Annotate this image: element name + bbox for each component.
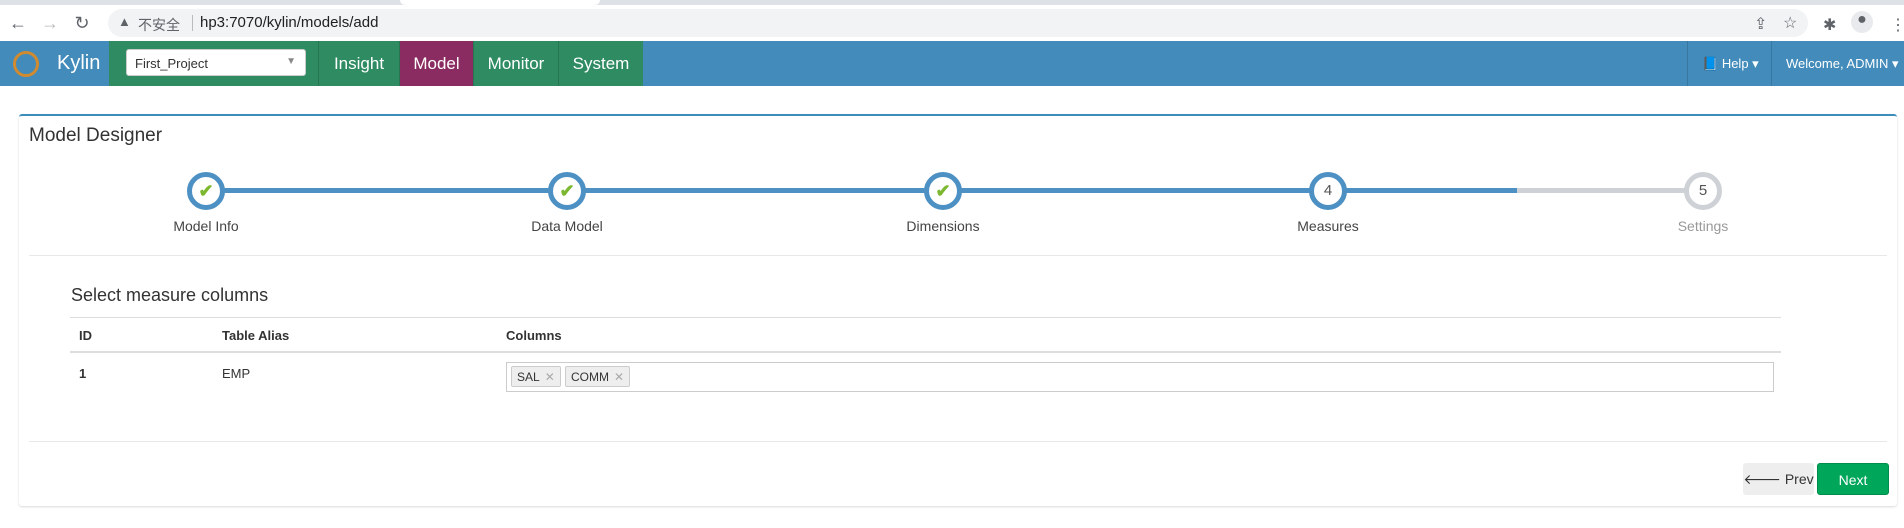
section-title: Select measure columns — [71, 285, 269, 305]
column-tag: SAL ✕ — [511, 366, 561, 387]
forward-icon[interactable]: → — [41, 13, 59, 33]
step-measures[interactable]: 4 — [1309, 172, 1347, 210]
extensions-icon[interactable]: ✱ — [1823, 17, 1837, 34]
book-icon: 📘 — [1702, 56, 1722, 71]
project-selector-area: First_Project ▼ — [109, 41, 318, 86]
reload-icon[interactable]: ↻ — [74, 13, 90, 33]
caret-down-icon: ▼ — [286, 56, 296, 67]
top-navbar: Kylin First_Project ▼ Insight Model Monit… — [0, 41, 1904, 86]
column-tag: COMM ✕ — [565, 366, 631, 387]
step-label: Settings — [1677, 218, 1729, 234]
star-icon[interactable]: ☆ — [1783, 15, 1798, 32]
divider — [29, 441, 1887, 442]
tag-label: COMM — [571, 370, 609, 384]
tab-model[interactable]: Model — [399, 41, 473, 86]
step-settings[interactable]: 5 — [1684, 172, 1722, 210]
step-label: Data Model — [531, 218, 603, 234]
security-label: 不安全 — [138, 17, 180, 33]
column-header-id: ID — [79, 328, 92, 343]
browser-toolbar: ← → ↻ ▲ 不安全 hp3:7070/kylin/models/add ⇪ … — [0, 5, 1904, 41]
arrow-left-icon: 🡐 — [1743, 471, 1785, 487]
kylin-logo-icon — [13, 51, 39, 77]
check-icon: ✔ — [198, 181, 214, 201]
menu-icon[interactable]: ⋮ — [1890, 17, 1904, 34]
page-title: Model Designer — [29, 125, 163, 146]
remove-icon[interactable]: ✕ — [544, 370, 555, 384]
user-menu[interactable]: Welcome, ADMIN ▾ — [1771, 41, 1904, 86]
tag-label: SAL — [517, 370, 540, 384]
divider — [192, 15, 193, 31]
row-id: 1 — [79, 366, 87, 381]
column-header-columns: Columns — [506, 328, 562, 343]
warning-icon: ▲ — [118, 14, 131, 29]
column-header-alias: Table Alias — [222, 328, 290, 343]
progress-line-pending — [1517, 188, 1703, 193]
browser-tab-strip — [0, 0, 1904, 8]
divider — [29, 255, 1887, 256]
profile-icon[interactable]: ● — [1851, 11, 1873, 33]
step-model-info[interactable]: ✔ — [187, 172, 225, 210]
back-icon[interactable]: ← — [9, 13, 27, 33]
model-designer-panel — [19, 114, 1897, 506]
next-label: Next — [1838, 472, 1868, 488]
tab-monitor[interactable]: Monitor — [473, 41, 558, 86]
check-icon: ✔ — [935, 181, 951, 201]
remove-icon[interactable]: ✕ — [614, 370, 625, 384]
brand[interactable]: Kylin — [57, 52, 101, 74]
check-icon: ✔ — [559, 181, 575, 201]
url-text[interactable]: hp3:7070/kylin/models/add — [200, 14, 379, 31]
prev-label: Prev — [1784, 471, 1814, 487]
help-label: Help — [1721, 56, 1749, 71]
step-label: Dimensions — [906, 218, 980, 234]
table-header: ID Table Alias Columns — [70, 317, 1781, 353]
columns-multiselect[interactable]: SAL ✕ COMM ✕ — [506, 362, 1774, 392]
arrow-right-icon: 🡒 — [1834, 504, 1872, 520]
step-label: Measures — [1297, 218, 1359, 234]
user-label: Welcome, ADMIN — [1786, 56, 1889, 71]
step-dimensions[interactable]: ✔ — [924, 172, 962, 210]
progress-line-done — [206, 188, 1517, 193]
project-value: First_Project — [135, 56, 208, 71]
tab-system[interactable]: System — [558, 41, 643, 86]
help-menu[interactable]: 📘 Help ▾ — [1687, 41, 1771, 86]
next-button[interactable]: Next 🡒 — [1817, 463, 1889, 520]
prev-button[interactable]: 🡐 Prev — [1743, 463, 1814, 495]
share-icon[interactable]: ⇪ — [1754, 16, 1768, 33]
step-label: Model Info — [173, 218, 239, 234]
row-alias: EMP — [222, 366, 251, 381]
tab-insight[interactable]: Insight — [318, 41, 399, 86]
step-data-model[interactable]: ✔ — [548, 172, 586, 210]
address-bar[interactable]: ▲ 不安全 hp3:7070/kylin/models/add ⇪ ☆ — [108, 9, 1808, 37]
project-select[interactable]: First_Project ▼ — [126, 49, 306, 76]
